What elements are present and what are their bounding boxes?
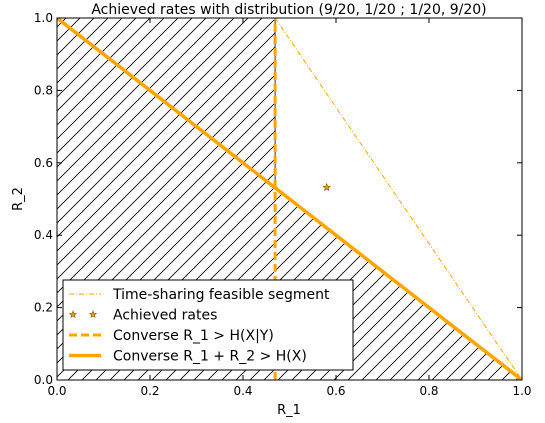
- legend-marker-star: [88, 310, 98, 319]
- x-tick-label: 0.8: [419, 384, 438, 398]
- y-tick-label: 0.6: [34, 156, 53, 170]
- legend-label: Time-sharing feasible segment: [112, 287, 330, 303]
- series-converse-r-1-r-2-h-x-line: [57, 18, 522, 380]
- y-tick-label: 0.8: [34, 83, 53, 97]
- achieved-rate-point: [322, 182, 332, 192]
- x-tick-label: 0.4: [233, 384, 252, 398]
- legend-label: Converse R_1 > H(X|Y): [113, 328, 274, 344]
- x-tick-label: 0.0: [47, 384, 66, 398]
- y-tick-label: 0.0: [34, 373, 53, 387]
- legend: Time-sharing feasible segment Achieved ra…: [62, 279, 354, 371]
- plot-frame: [56, 17, 523, 381]
- legend-label: Converse R_1 + R_2 > H(X): [113, 349, 307, 365]
- legend-box: [62, 279, 354, 371]
- y-tick-label: 1.0: [34, 11, 53, 25]
- chart-title: Achieved rates with distribution (9/20, …: [91, 2, 486, 18]
- y-tick-label: 0.4: [34, 228, 53, 242]
- series-time-sharing-feasible-segment-line: [274, 18, 522, 380]
- x-tick-label: 1.0: [512, 384, 531, 398]
- legend-label: Achieved rates: [113, 308, 217, 324]
- x-axis-label: R_1: [277, 403, 301, 418]
- legend-marker-star: [68, 310, 78, 319]
- x-tick-label: 0.6: [326, 384, 345, 398]
- x-tick-label: 0.2: [140, 384, 159, 398]
- y-axis-label: R_2: [11, 187, 26, 211]
- y-tick-label: 0.2: [34, 301, 53, 315]
